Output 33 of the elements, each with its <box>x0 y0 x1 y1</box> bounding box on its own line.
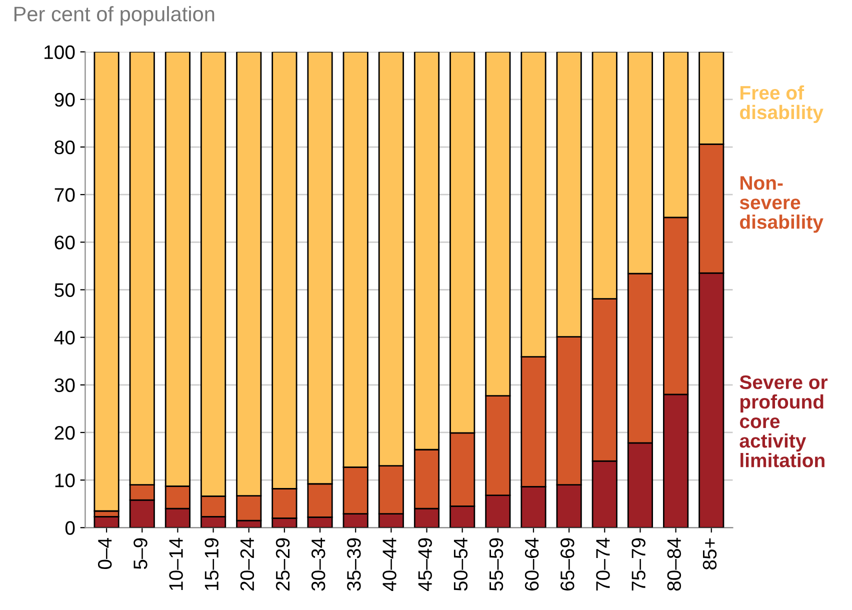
x-tick-label: 70–74 <box>596 538 610 590</box>
x-tick-label: 75–79 <box>632 538 646 590</box>
x-tick-label: 5–9 <box>134 538 148 570</box>
x-tick-label: 10–14 <box>169 538 183 590</box>
series-label: Severe or profound core activity limitation <box>740 375 828 468</box>
x-tick-label: 40–44 <box>382 538 396 591</box>
x-tick-label: 85+ <box>702 538 717 570</box>
x-tick-label: 60–64 <box>524 538 539 590</box>
x-tick-label: 35–39 <box>347 538 361 591</box>
y-tick-label: 100 <box>44 45 75 60</box>
x-tick-label: 30–34 <box>311 538 326 591</box>
y-tick-label: 40 <box>54 330 75 345</box>
y-tick-label: 70 <box>54 188 75 202</box>
y-tick-label: 50 <box>54 283 75 297</box>
x-tick-label: 65–69 <box>560 538 574 590</box>
y-tick-label: 60 <box>54 236 75 250</box>
y-tick-label: 0 <box>65 521 75 535</box>
series-label: Free of disability <box>740 85 824 124</box>
y-tick-label: 80 <box>54 140 75 154</box>
x-tick-label: 80–84 <box>667 538 682 591</box>
y-tick-label: 30 <box>54 378 75 392</box>
y-tick-label: 20 <box>54 426 75 440</box>
series-label: Non-severe disability <box>740 176 824 233</box>
y-tick-label: 10 <box>55 474 75 488</box>
x-tick-label: 45–49 <box>418 538 432 591</box>
y-tick-label: 90 <box>54 92 75 107</box>
x-tick-label: 20–24 <box>240 538 254 590</box>
y-axis-title: Per cent of population <box>14 6 214 26</box>
x-tick-label: 0–4 <box>98 538 112 570</box>
x-tick-label: 50–54 <box>454 538 468 591</box>
x-tick-label: 15–19 <box>204 538 218 590</box>
x-tick-label: 55–59 <box>489 538 504 591</box>
x-tick-label: 25–29 <box>276 538 290 590</box>
